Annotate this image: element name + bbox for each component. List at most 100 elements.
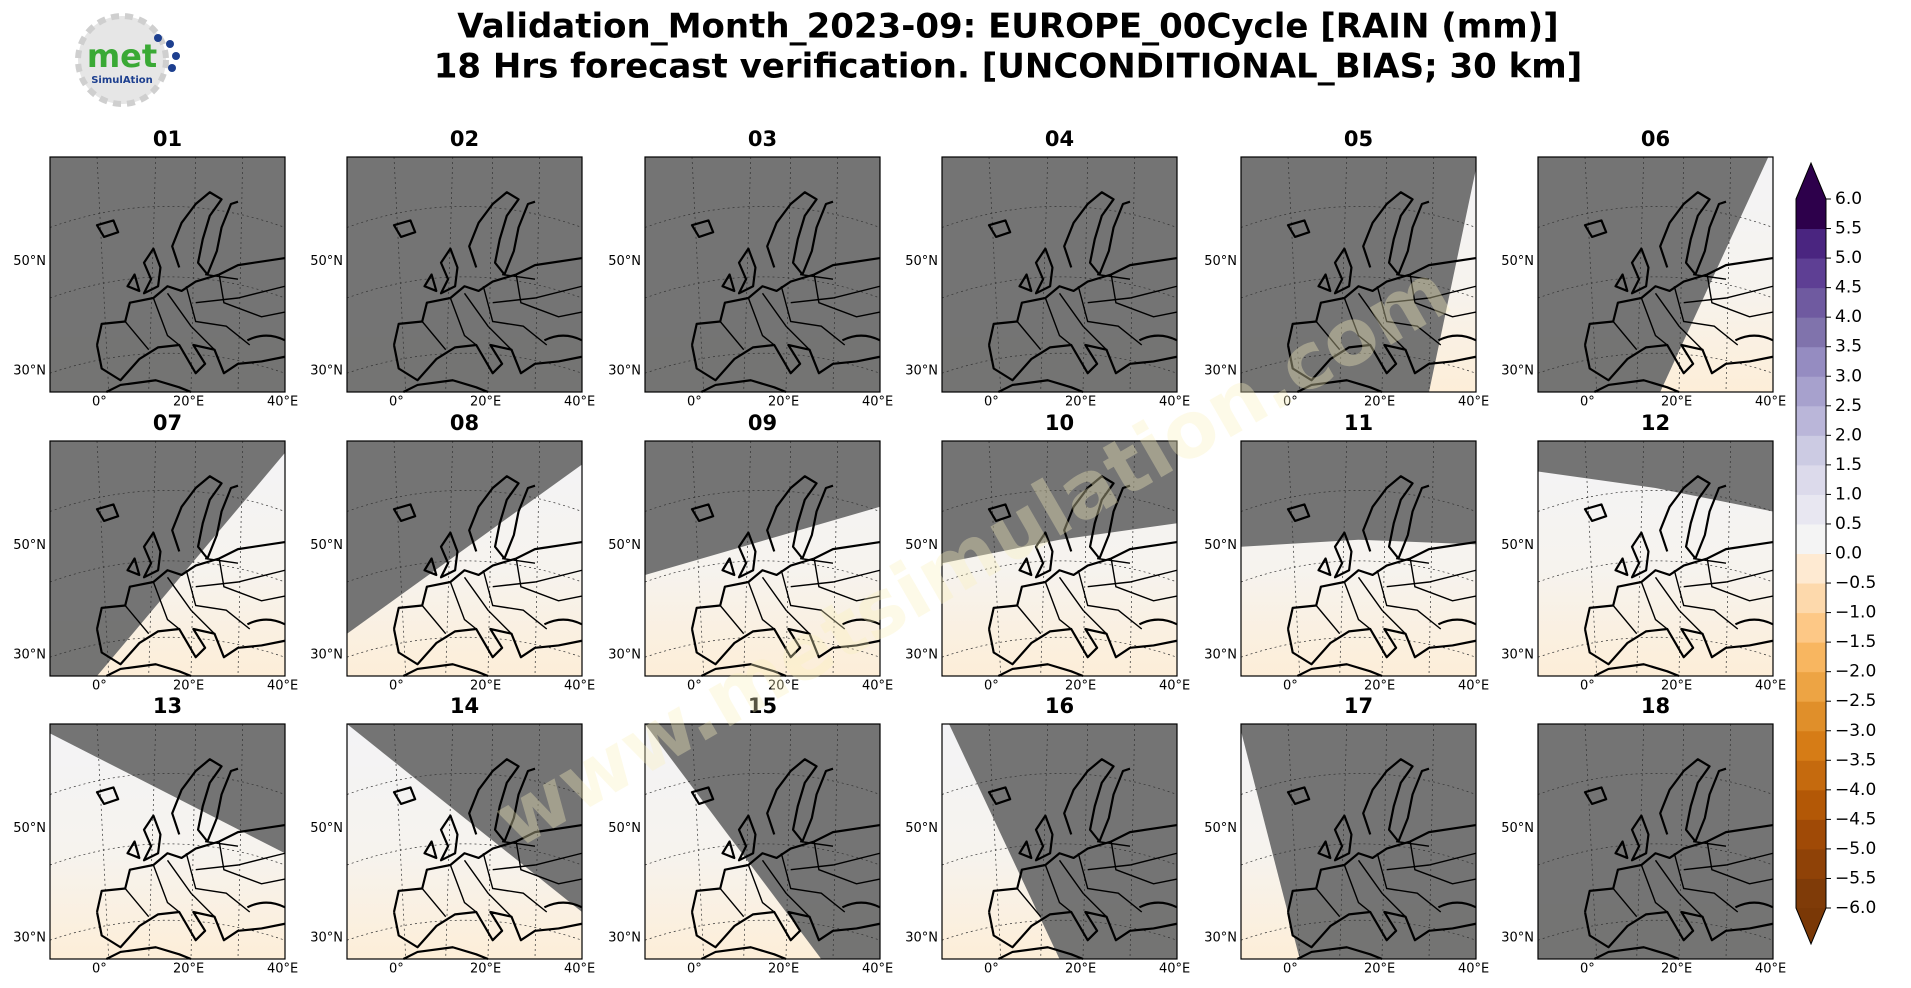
lon-label: 0°: [1283, 679, 1298, 694]
lat-label: 50°N: [1501, 254, 1534, 269]
logo-dot: [168, 64, 176, 72]
map-panel: 06 50°N 30°N 0° 20°E 40°E: [1501, 127, 1786, 410]
lon-label: 0°: [1283, 962, 1298, 977]
colorbar-bin: [1796, 612, 1826, 643]
colorbar-bin: [1796, 494, 1826, 525]
lon-label: 40°E: [267, 962, 298, 977]
map-panel: 15 50°N 30°N 0° 20°E 40°E: [608, 694, 893, 977]
lat-label: 30°N: [905, 647, 938, 662]
colorbar-tick-label: −2.5: [1835, 691, 1876, 711]
lat-label: 30°N: [1204, 930, 1237, 945]
lon-label: 0°: [1580, 962, 1595, 977]
map-frame: [644, 723, 881, 960]
colorbar-tick-label: −0.5: [1835, 573, 1876, 593]
panel-title: 17: [1344, 694, 1373, 718]
night-shading: [347, 724, 582, 912]
map-frame: [941, 440, 1178, 677]
lon-label: 20°E: [1661, 679, 1692, 694]
lat-label: 50°N: [1204, 254, 1237, 269]
lon-label: 0°: [92, 679, 107, 694]
map-panel: 10 50°N 30°N 0° 20°E 40°E: [905, 411, 1190, 694]
lat-label: 30°N: [1204, 647, 1237, 662]
night-shading: [347, 441, 582, 634]
colorbar-bin: [1796, 701, 1826, 732]
colorbar-bin: [1796, 878, 1826, 909]
lat-label: 30°N: [13, 930, 46, 945]
map-frame: [1240, 440, 1477, 677]
lon-label: 20°E: [1364, 962, 1395, 977]
map-frame: [346, 440, 583, 677]
colorbar-tick-label: −4.5: [1835, 809, 1876, 829]
colorbar-tick-label: −4.0: [1835, 780, 1876, 800]
map-panel: 12 50°N 30°N 0° 20°E 40°E: [1501, 411, 1786, 694]
lat-label: 30°N: [1204, 363, 1237, 378]
lon-label: 40°E: [1458, 679, 1489, 694]
lat-label: 50°N: [310, 254, 343, 269]
lon-label: 0°: [1580, 395, 1595, 410]
lon-label: 0°: [687, 962, 702, 977]
lat-label: 30°N: [310, 930, 343, 945]
title-line-1: Validation_Month_2023-09: EUROPE_00Cycle…: [457, 7, 1558, 47]
lat-label: 50°N: [905, 821, 938, 836]
lat-label: 50°N: [13, 821, 46, 836]
colorbar-bin: [1796, 642, 1826, 673]
map-frame: [346, 723, 583, 960]
panel-title: 10: [1045, 411, 1074, 435]
colorbar-tick-label: 6.0: [1835, 189, 1862, 209]
map-panel: 08 50°N 30°N 0° 20°E 40°E: [310, 411, 595, 694]
lon-label: 20°E: [1065, 962, 1096, 977]
lat-label: 50°N: [310, 821, 343, 836]
lon-label: 40°E: [564, 679, 595, 694]
lon-label: 40°E: [267, 395, 298, 410]
lat-label: 50°N: [1501, 538, 1534, 553]
colorbar-bin: [1796, 199, 1826, 230]
colorbar-bin: [1796, 228, 1826, 259]
colorbar-bin: [1796, 258, 1826, 289]
colorbar-bin: [1796, 464, 1826, 495]
lon-label: 0°: [1283, 395, 1298, 410]
map-frame: [644, 440, 881, 677]
map-frame: [346, 156, 583, 393]
lon-label: 20°E: [768, 395, 799, 410]
panel-title: 08: [450, 411, 479, 435]
title-line-2: 18 Hrs forecast verification. [UNCONDITI…: [434, 47, 1583, 87]
lon-label: 20°E: [173, 679, 204, 694]
lat-label: 50°N: [905, 254, 938, 269]
lon-label: 0°: [389, 679, 404, 694]
lon-label: 0°: [687, 395, 702, 410]
map-frame: [1240, 723, 1477, 960]
lon-label: 20°E: [470, 395, 501, 410]
lat-label: 50°N: [608, 821, 641, 836]
logo: met SimulAtion: [75, 13, 180, 107]
colorbar-tick-label: 0.5: [1835, 514, 1862, 534]
map-panel: 13 50°N 30°N 0° 20°E 40°E: [13, 694, 298, 977]
lon-label: 40°E: [564, 962, 595, 977]
map-frame: [49, 723, 286, 960]
colorbar-bin: [1796, 730, 1826, 761]
colorbar-tick-label: 2.5: [1835, 396, 1862, 416]
night-shading: [50, 157, 285, 392]
colorbar-tick-label: −2.0: [1835, 662, 1876, 682]
lon-label: 40°E: [1159, 679, 1190, 694]
lon-label: 20°E: [768, 679, 799, 694]
lat-label: 50°N: [1204, 538, 1237, 553]
panel-title: 07: [153, 411, 182, 435]
colorbar-tick-label: −3.0: [1835, 721, 1876, 741]
colorbar-tick-label: 5.0: [1835, 248, 1862, 268]
lat-label: 30°N: [310, 647, 343, 662]
map-panel: 02 50°N 30°N 0° 20°E 40°E: [310, 127, 595, 410]
lat-label: 50°N: [608, 254, 641, 269]
lon-label: 40°E: [1458, 395, 1489, 410]
colorbar-bin: [1796, 553, 1826, 584]
panel-title: 09: [748, 411, 777, 435]
lon-label: 40°E: [1755, 679, 1786, 694]
colorbar-under: [1796, 908, 1826, 944]
colorbar-bin: [1796, 671, 1826, 702]
logo-tagline: SimulAtion: [91, 75, 153, 86]
lon-label: 40°E: [564, 395, 595, 410]
logo-gear: [75, 13, 169, 107]
panel-title: 03: [748, 127, 777, 151]
lon-label: 20°E: [173, 395, 204, 410]
map-frame: [941, 723, 1178, 960]
